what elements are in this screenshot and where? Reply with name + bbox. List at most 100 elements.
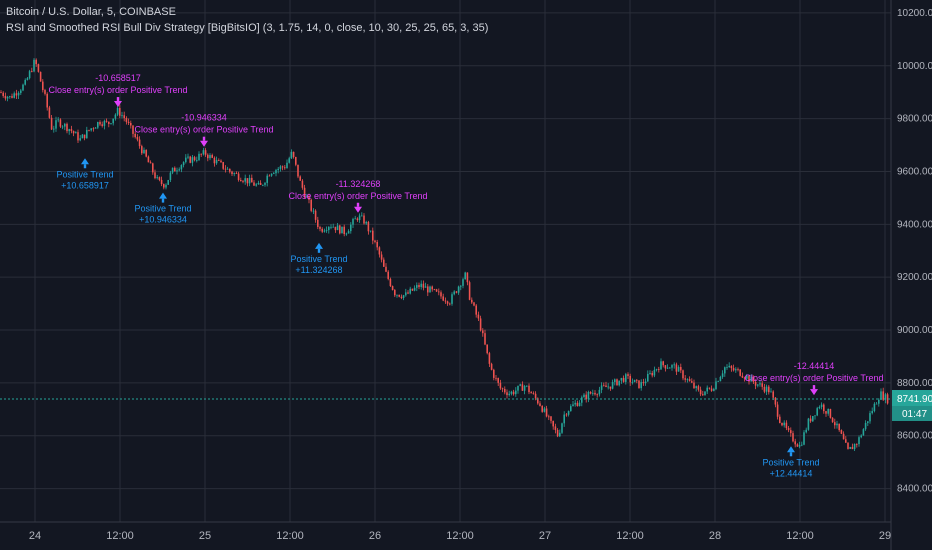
candle xyxy=(671,364,673,371)
candle xyxy=(330,224,332,230)
candle xyxy=(422,280,425,291)
candle xyxy=(495,375,497,381)
candle xyxy=(405,288,407,297)
candle xyxy=(856,443,858,448)
candle xyxy=(416,282,418,292)
candle xyxy=(356,217,359,222)
candle xyxy=(757,384,759,388)
candle xyxy=(776,401,779,420)
candle xyxy=(411,288,414,292)
candle xyxy=(550,415,552,424)
time-axis[interactable]: 24 12:00 25 12:00 26 12:00 27 12:00 28 12:00 29 xyxy=(29,530,891,542)
candle xyxy=(147,155,150,163)
candle xyxy=(169,170,172,183)
candle xyxy=(880,388,882,401)
candle xyxy=(790,427,792,437)
candle xyxy=(706,385,708,395)
candle xyxy=(523,384,526,395)
candle xyxy=(134,131,136,139)
candle xyxy=(473,301,475,307)
candle xyxy=(286,159,288,169)
candle xyxy=(365,220,367,225)
candle xyxy=(770,388,772,393)
candle xyxy=(732,364,735,372)
candle xyxy=(396,294,398,298)
candle xyxy=(794,438,796,448)
candle xyxy=(321,227,323,234)
time-tick-label: 12:00 xyxy=(616,530,644,542)
entry-signal-label: Positive Trend xyxy=(134,204,191,214)
candle xyxy=(587,390,590,403)
candle xyxy=(618,380,620,387)
candle xyxy=(20,88,22,95)
candle xyxy=(402,294,405,301)
candle xyxy=(240,177,242,182)
candle xyxy=(81,133,84,139)
candle xyxy=(651,370,653,378)
candle xyxy=(565,413,568,417)
candle xyxy=(783,420,785,428)
candle xyxy=(864,420,867,431)
time-tick-label: 24 xyxy=(29,530,41,542)
arrow-down-icon xyxy=(200,140,208,147)
candle xyxy=(869,410,871,424)
candle xyxy=(787,426,790,433)
strategy-title: RSI and Smoothed RSI Bull Div Strategy [… xyxy=(6,22,489,34)
candle xyxy=(497,377,499,387)
candle xyxy=(132,125,134,138)
candle xyxy=(336,222,339,231)
candle xyxy=(237,171,240,182)
candle xyxy=(585,391,587,403)
candle xyxy=(92,127,95,132)
candle xyxy=(33,58,35,73)
candle xyxy=(735,367,737,373)
candle xyxy=(677,365,680,372)
candle xyxy=(171,167,174,175)
candle xyxy=(323,228,326,233)
candle xyxy=(763,383,766,394)
candle xyxy=(156,174,158,180)
candle xyxy=(444,297,447,304)
candle xyxy=(871,407,873,415)
candle xyxy=(543,406,546,413)
candle xyxy=(281,165,284,171)
candle xyxy=(48,105,51,119)
candle xyxy=(279,165,282,172)
candle xyxy=(97,121,99,130)
candle xyxy=(255,182,257,187)
candle xyxy=(682,369,684,381)
candle xyxy=(198,151,200,162)
candle xyxy=(123,111,125,122)
entry-signal: Positive Trend+11.324268 xyxy=(290,242,348,275)
candle xyxy=(752,375,755,385)
candle xyxy=(341,226,343,234)
candle xyxy=(90,128,92,132)
candle xyxy=(598,386,601,397)
current-price-tag: 8741.90 01:47 xyxy=(892,390,932,421)
candle xyxy=(369,230,372,233)
candle xyxy=(625,372,627,385)
candle xyxy=(781,422,783,427)
candle xyxy=(616,378,618,386)
candle xyxy=(284,165,286,170)
candle xyxy=(693,379,695,390)
candle xyxy=(475,304,477,318)
candle xyxy=(94,127,97,129)
candle xyxy=(79,135,81,142)
candle xyxy=(644,378,647,386)
candle xyxy=(627,372,629,380)
entry-signal-value: +10.658917 xyxy=(61,180,109,190)
current-price-tag-bg xyxy=(892,390,932,406)
candle xyxy=(367,220,370,235)
price-axis[interactable]: 10200.00 10000.00 9800.00 9600.00 9400.00 920… xyxy=(897,8,932,495)
candle xyxy=(768,384,770,395)
candle xyxy=(486,344,488,355)
candle xyxy=(158,176,161,182)
candle xyxy=(380,251,383,263)
candle xyxy=(273,171,275,175)
candle xyxy=(86,126,88,139)
candle xyxy=(519,383,521,387)
candle xyxy=(127,118,130,126)
exit-signal-value: -11.324268 xyxy=(336,179,381,189)
